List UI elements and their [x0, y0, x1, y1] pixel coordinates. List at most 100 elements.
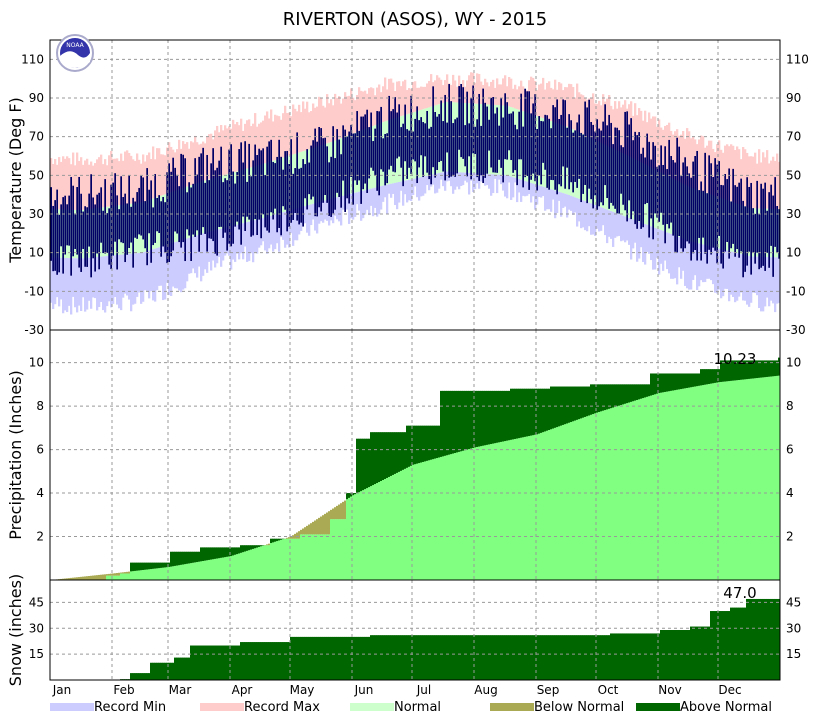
normal-precip-bar	[502, 441, 505, 580]
record-min-bar	[84, 258, 87, 312]
record-max-bar	[730, 144, 733, 202]
above-normal-precip-bar	[598, 384, 601, 412]
above-normal-precip-bar	[470, 390, 473, 449]
snow-bar	[672, 630, 675, 680]
above-normal-precip-bar	[190, 551, 193, 564]
record-max-bar	[98, 157, 101, 208]
above-normal-precip-bar	[440, 390, 443, 457]
snow-bar	[610, 633, 613, 680]
record-max-bar	[92, 165, 95, 209]
above-normal-precip-bar	[450, 390, 453, 455]
record-min-bar	[510, 176, 513, 200]
normal-precip-bar	[232, 555, 235, 580]
snow-bar	[228, 645, 231, 680]
record-max-bar	[210, 133, 213, 179]
record-min-bar	[324, 200, 327, 220]
record-min-bar	[508, 175, 511, 183]
record-min-bar	[648, 225, 651, 254]
observed-temp-bar	[442, 121, 444, 172]
snow-bar	[460, 635, 463, 680]
snow-bar	[762, 598, 765, 680]
above-normal-precip-bar	[176, 551, 179, 566]
normal-precip-bar	[182, 564, 185, 580]
above-normal-precip-bar	[484, 390, 487, 446]
record-max-bar	[488, 86, 491, 105]
record-max-bar	[530, 76, 533, 115]
above-normal-precip-bar	[576, 386, 579, 420]
above-normal-precip-bar	[238, 547, 241, 554]
snow-axis-label: Snow (inches)	[6, 574, 25, 686]
record-min-bar	[176, 241, 179, 289]
observed-temp-bar	[194, 158, 196, 237]
record-min-bar	[342, 195, 345, 210]
normal-precip-bar	[158, 568, 161, 580]
record-min-bar	[128, 253, 131, 300]
snow-bar	[664, 630, 667, 680]
snow-bar	[726, 611, 729, 680]
normal-precip-bar	[280, 539, 283, 580]
snow-bar	[512, 635, 515, 680]
record-min-bar	[62, 257, 65, 314]
record-min-bar	[624, 216, 627, 243]
above-normal-precip-bar	[352, 493, 355, 496]
observed-temp-bar	[90, 174, 92, 278]
observed-temp-bar	[484, 102, 486, 178]
above-normal-precip-bar	[546, 388, 549, 431]
below-normal-precip-bar	[340, 503, 343, 520]
record-min-bar	[596, 205, 599, 229]
snow-tick-left: 15	[29, 647, 44, 661]
record-min-bar	[514, 177, 517, 183]
below-normal-precip-bar	[286, 537, 289, 539]
observed-temp-bar	[322, 138, 324, 203]
above-normal-precip-bar	[740, 360, 743, 380]
record-min-bar	[404, 180, 407, 195]
below-normal-precip-bar	[106, 574, 109, 576]
record-min-bar	[724, 250, 727, 289]
above-normal-precip-bar	[656, 373, 659, 394]
normal-precip-bar	[248, 550, 251, 580]
normal-precip-bar	[394, 473, 397, 580]
snow-bar	[730, 607, 733, 680]
snow-bar	[170, 662, 173, 680]
above-normal-precip-bar	[548, 388, 551, 430]
snow-bar	[304, 636, 307, 680]
record-min-bar	[704, 244, 707, 283]
snow-bar	[440, 635, 443, 680]
normal-precip-bar	[462, 450, 465, 580]
normal-precip-bar	[402, 469, 405, 580]
above-normal-precip-bar	[250, 545, 253, 550]
record-max-bar	[498, 84, 501, 106]
record-min-bar	[614, 212, 617, 238]
above-normal-precip-bar	[686, 373, 689, 388]
above-normal-precip-bar	[750, 360, 753, 379]
observed-temp-bar	[122, 197, 124, 244]
record-min-bar	[770, 257, 773, 301]
snow-bar	[416, 635, 419, 680]
above-normal-precip-bar	[434, 425, 437, 459]
snow-bar	[398, 635, 401, 680]
observed-temp-bar	[228, 149, 230, 244]
record-max-bar	[276, 115, 279, 160]
normal-precip-bar	[538, 433, 541, 580]
observed-temp-bar	[536, 128, 538, 191]
snow-bar	[644, 633, 647, 680]
record-min-bar	[186, 238, 189, 282]
above-normal-precip-bar	[398, 432, 401, 472]
above-normal-precip-bar	[744, 360, 747, 380]
record-max-bar	[500, 84, 503, 106]
snow-bar	[468, 635, 471, 680]
normal-precip-bar	[404, 468, 407, 580]
record-min-bar	[594, 204, 597, 236]
observed-temp-bar	[224, 178, 226, 233]
observed-temp-bar	[752, 208, 754, 253]
record-max-bar	[672, 134, 675, 179]
record-max-bar	[418, 87, 421, 111]
observed-temp-bar	[528, 91, 530, 190]
above-normal-precip-bar	[188, 551, 191, 564]
snow-bar	[206, 645, 209, 680]
normal-precip-bar	[128, 573, 131, 580]
snow-bar	[634, 633, 637, 680]
record-max-bar	[150, 159, 153, 200]
snow-bar	[686, 630, 689, 680]
above-normal-precip-bar	[512, 388, 515, 440]
